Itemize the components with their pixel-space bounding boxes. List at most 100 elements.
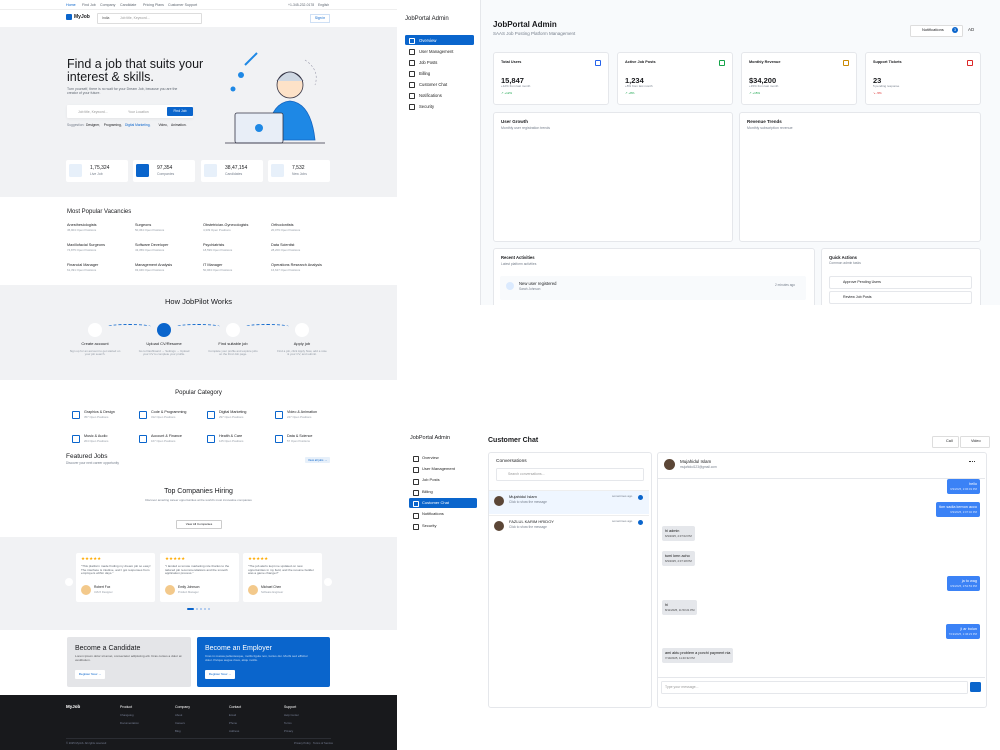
category-name[interactable]: Graphics & Design — [84, 410, 115, 414]
view-all-button[interactable]: View all jobs → — [305, 457, 330, 463]
footer-link[interactable]: Blog — [175, 729, 181, 733]
nav-link[interactable]: Company — [100, 3, 116, 7]
prev-arrow[interactable] — [65, 578, 73, 586]
nav-link[interactable]: Find Job — [82, 3, 96, 7]
nav-item[interactable]: Notifications — [422, 511, 444, 517]
message-input[interactable] — [661, 681, 968, 694]
footer-link[interactable]: Help Center — [284, 713, 299, 717]
footer-link[interactable]: Careers — [175, 721, 185, 725]
call-label: Call — [946, 439, 953, 443]
nav-item[interactable]: Notifications — [419, 92, 442, 98]
nav-item[interactable]: Security — [419, 103, 435, 109]
language[interactable]: English — [318, 3, 330, 7]
category-name[interactable]: Video & Animation — [287, 410, 318, 414]
nav-item[interactable]: Job Posts — [422, 477, 440, 483]
vacancy-name[interactable]: Maxillofacial Surgeons — [67, 243, 105, 247]
category-name[interactable]: Music & Audio — [84, 434, 108, 438]
search-input[interactable] — [496, 468, 644, 481]
next-arrow[interactable] — [324, 578, 332, 586]
vacancy-name[interactable]: Software Developer — [135, 243, 169, 247]
footer-link[interactable]: About — [175, 713, 183, 717]
footer-link[interactable]: Address — [229, 729, 240, 733]
video-button[interactable] — [960, 436, 990, 448]
more-button[interactable] — [969, 461, 975, 466]
category-name[interactable]: Health & Care — [219, 434, 243, 438]
nav-item[interactable]: Billing — [422, 488, 433, 494]
nav-link[interactable]: Candidate — [120, 3, 137, 7]
hero-search[interactable] — [67, 105, 193, 118]
category-count: 297 Open Positions — [219, 414, 244, 419]
send-button[interactable] — [970, 682, 981, 692]
conversation-item[interactable] — [489, 515, 649, 539]
nav-item[interactable]: User Management — [422, 466, 455, 472]
nav-item[interactable]: Customer Chat — [419, 81, 448, 87]
vacancy-positions: 45,904 Open Positions — [67, 228, 97, 232]
vacancy-name[interactable]: Obstetrician-Gynecologists — [203, 223, 249, 227]
step-text: Find a job, click Apply Now, add a note … — [277, 349, 327, 357]
nav-item[interactable]: User Management — [419, 48, 454, 54]
conversation-item[interactable] — [489, 490, 649, 514]
cta-button[interactable]: Register Now → — [75, 670, 105, 679]
stat-title: Support Tickets — [873, 60, 902, 64]
nav-item[interactable]: Overview — [422, 454, 439, 460]
vacancy-name[interactable]: Psychiatrists — [203, 243, 225, 247]
nav-item[interactable]: Billing — [419, 70, 431, 76]
nav-link[interactable]: Customer Support — [168, 3, 198, 7]
footer-link[interactable]: Email — [229, 713, 236, 717]
category-name[interactable]: Code & Programming — [151, 410, 187, 414]
suggestion[interactable]: Programing, — [103, 123, 122, 127]
carousel-dot[interactable] — [187, 608, 194, 610]
cta-button[interactable]: Register Now → — [205, 670, 235, 679]
companies-button[interactable]: View All Companies — [176, 520, 222, 529]
location-input[interactable]: Your Location — [128, 109, 149, 114]
chart-card — [493, 112, 733, 242]
vacancy-name[interactable]: Anesthesiologists — [67, 223, 97, 227]
step-text: Complete your profile and explore jobs o… — [208, 349, 258, 357]
category-name[interactable]: Data & Science — [287, 434, 313, 438]
call-button[interactable] — [932, 436, 959, 448]
signin-button[interactable]: Sign in — [310, 14, 330, 23]
sidebar-brand: JobPortal Admin — [410, 435, 451, 441]
action-button[interactable] — [829, 276, 972, 289]
vacancy-name[interactable]: Orthodontists — [271, 223, 294, 227]
vacancy-name[interactable]: Operations Research Analysis — [271, 263, 322, 267]
vacancy-name[interactable]: Financial Manager — [67, 263, 99, 267]
nav-item[interactable]: Job Posts — [419, 59, 438, 65]
vacancy-name[interactable]: Surgeons — [135, 223, 152, 227]
action-button[interactable] — [829, 291, 972, 304]
footer-link[interactable]: Terms — [284, 721, 292, 725]
carousel-dot[interactable] — [200, 608, 202, 610]
footer-link[interactable]: Phone — [229, 721, 238, 725]
nav-item[interactable]: Security — [422, 522, 437, 528]
stat-value: 1,234 — [625, 76, 644, 85]
suggestion[interactable]: Designer, — [86, 123, 100, 127]
search-box[interactable] — [97, 13, 202, 24]
category-name[interactable]: Account & Finance — [151, 434, 182, 438]
carousel-dot[interactable] — [208, 608, 210, 610]
find-job-button[interactable]: Find Job — [167, 107, 193, 116]
vacancy-name[interactable]: Management Analysis — [135, 263, 173, 267]
user-avatar[interactable]: AD — [968, 27, 975, 32]
footer-link[interactable]: Documentation — [120, 721, 139, 725]
carousel-dot[interactable] — [204, 608, 206, 610]
suggestion[interactable]: Digital Marketing, — [125, 123, 151, 127]
author-name: Robert Fox — [94, 585, 111, 589]
category-name[interactable]: Digital Marketing — [219, 410, 247, 414]
vacancy-name[interactable]: IT Manager — [203, 263, 223, 267]
footer-link[interactable]: Terms of Service — [313, 742, 334, 745]
carousel-dot[interactable] — [196, 608, 198, 610]
vacancy-name[interactable]: Data Scientist — [271, 243, 295, 247]
suggestion[interactable]: Animation. — [171, 123, 187, 127]
nav-item[interactable]: Customer Chat — [422, 500, 449, 505]
notif-button[interactable] — [910, 25, 963, 37]
footer-link[interactable]: Changelog — [120, 713, 134, 717]
nav-link[interactable]: Pricing Plans — [143, 3, 164, 7]
footer-link[interactable]: Privacy — [284, 729, 294, 733]
footer-link[interactable]: Privacy Policy — [294, 742, 311, 745]
category-count: 167 Open Positions — [151, 438, 176, 443]
nav-link[interactable]: Home — [66, 3, 76, 7]
search-placeholder: Search conversations... — [508, 471, 545, 476]
suggestion[interactable]: Video, — [158, 123, 168, 127]
nav-item[interactable]: Overview — [419, 37, 437, 43]
keyword-input[interactable]: Job title, Keyword... — [78, 109, 108, 114]
